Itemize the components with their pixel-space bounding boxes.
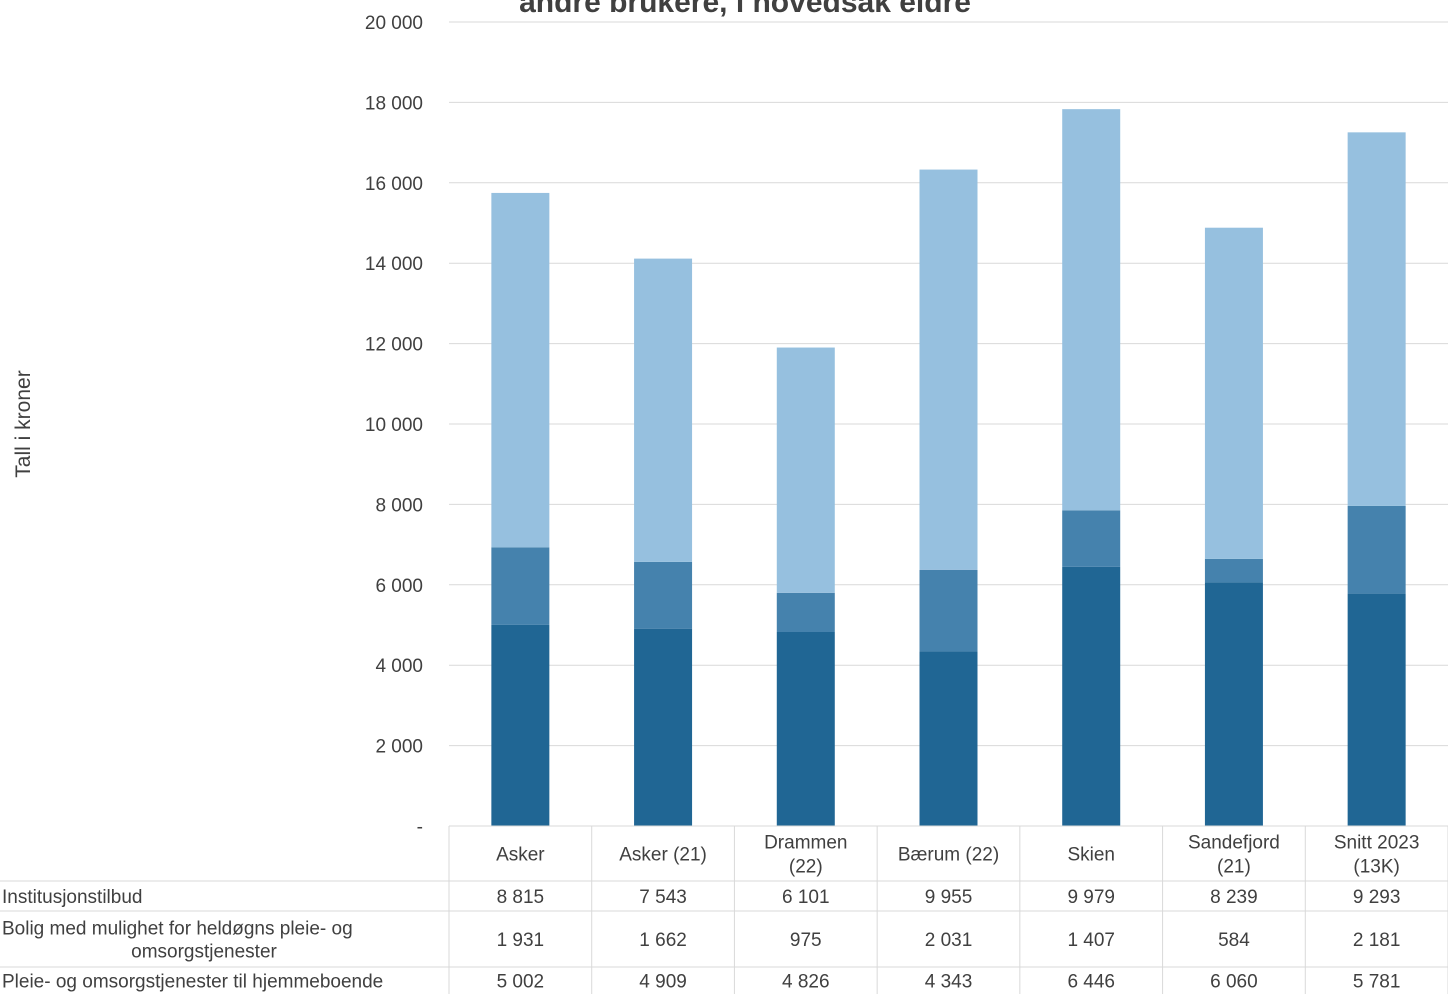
table-value-cell: 6 060 xyxy=(1210,972,1258,993)
bar-segment-3 xyxy=(1204,227,1263,559)
bar-segment-2 xyxy=(776,592,835,632)
bar-segment-3 xyxy=(491,192,550,548)
table-value-cell: 975 xyxy=(790,930,822,951)
y-tick-label: 4 000 xyxy=(375,656,423,677)
table-value-cell: 4 909 xyxy=(639,972,687,993)
table-value-cell: 4 343 xyxy=(925,972,973,993)
bar-segment-1 xyxy=(776,631,835,826)
series-row-label: Pleie- og omsorgstjenester til hjemmeboe… xyxy=(2,972,383,993)
bar-segment-1 xyxy=(919,651,978,826)
bar-segment-1 xyxy=(634,628,693,826)
bar-segment-2 xyxy=(1204,558,1263,583)
bar-segment-1 xyxy=(1347,593,1406,826)
category-label: (22) xyxy=(789,857,823,878)
table-value-cell: 584 xyxy=(1218,930,1250,951)
bar-segment-2 xyxy=(634,561,693,629)
table-value-cell: 2 181 xyxy=(1353,930,1401,951)
table-value-cell: 7 543 xyxy=(639,887,687,908)
table-value-cell: 5 781 xyxy=(1353,972,1401,993)
table-value-cell: 1 407 xyxy=(1067,930,1115,951)
bar-segment-2 xyxy=(1347,505,1406,594)
category-label: Bærum (22) xyxy=(898,845,999,866)
series-row-label: omsorgstjenester xyxy=(131,942,277,963)
y-axis-ticks: - 2 000 4 000 6 000 8 000 10 000 12 000 14 000 1… xyxy=(365,13,423,838)
y-tick-label: 8 000 xyxy=(375,495,423,516)
y-tick-label: 12 000 xyxy=(365,335,423,356)
chart-title: andre brukere, i hovedsak eldre xyxy=(519,0,971,19)
category-label: Skien xyxy=(1067,845,1115,866)
data-table: Asker Asker (21) Drammen (22) Bærum (22) Skie… xyxy=(0,825,1448,994)
table-value-cell: 9 955 xyxy=(925,887,973,908)
bars xyxy=(491,109,1406,826)
bar-segment-2 xyxy=(491,547,550,625)
category-label: Sandefjord xyxy=(1188,833,1280,854)
bar-segment-3 xyxy=(1347,132,1406,506)
series-row-label: Institusjonstilbud xyxy=(2,887,142,908)
y-axis-label: Tall i kroner xyxy=(12,370,35,477)
table-value-cell: 5 002 xyxy=(497,972,545,993)
bar-segment-3 xyxy=(1062,109,1121,511)
bar-segment-1 xyxy=(491,624,550,826)
y-tick-label: - xyxy=(417,817,423,838)
y-tick-label: 10 000 xyxy=(365,415,423,436)
bar-segment-3 xyxy=(776,347,835,593)
series-row-label: Bolig med mulighet for heldøgns pleie- o… xyxy=(2,919,353,940)
table-value-cell: 9 979 xyxy=(1067,887,1115,908)
category-label: Drammen xyxy=(764,833,847,854)
y-tick-label: 20 000 xyxy=(365,13,423,34)
table-value-cell: 6 101 xyxy=(782,887,830,908)
bar-segment-3 xyxy=(634,258,693,562)
category-label: Asker xyxy=(496,845,545,866)
category-label: (13K) xyxy=(1353,857,1399,878)
table-value-cell: 6 446 xyxy=(1067,972,1115,993)
bar-segment-2 xyxy=(919,569,978,652)
table-value-cell: 8 815 xyxy=(497,887,545,908)
y-tick-label: 6 000 xyxy=(375,576,423,597)
y-tick-label: 14 000 xyxy=(365,254,423,275)
category-label: (21) xyxy=(1217,857,1251,878)
table-value-cell: 2 031 xyxy=(925,930,973,951)
table-value-cell: 9 293 xyxy=(1353,887,1401,908)
table-value-cell: 1 931 xyxy=(497,930,545,951)
bar-segment-3 xyxy=(919,169,978,570)
y-tick-label: 16 000 xyxy=(365,174,423,195)
bar-segment-1 xyxy=(1204,582,1263,826)
bar-segment-2 xyxy=(1062,510,1121,567)
y-tick-label: 18 000 xyxy=(365,93,423,114)
table-value-cell: 4 826 xyxy=(782,972,830,993)
table-value-cell: 1 662 xyxy=(639,930,687,951)
y-tick-label: 2 000 xyxy=(375,737,423,758)
bar-segment-1 xyxy=(1062,566,1121,826)
category-label: Asker (21) xyxy=(619,845,707,866)
table-value-cell: 8 239 xyxy=(1210,887,1258,908)
category-label: Snitt 2023 xyxy=(1334,833,1420,854)
